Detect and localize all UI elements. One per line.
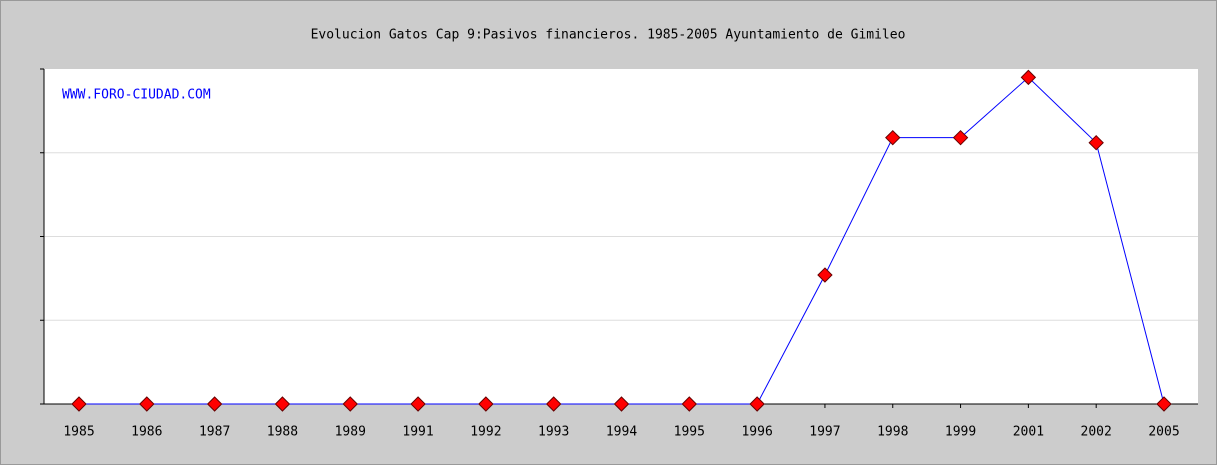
x-tick-label: 1988 — [267, 425, 298, 440]
data-point — [478, 396, 494, 412]
x-tick-label: 1987 — [199, 425, 230, 440]
data-point — [410, 396, 426, 412]
x-tick-label: 1992 — [470, 425, 501, 440]
data-point — [681, 396, 698, 412]
x-tick-label: 1996 — [741, 425, 772, 440]
x-tick-label: 2005 — [1148, 425, 1179, 440]
data-point — [545, 396, 562, 412]
x-tick-label: 2002 — [1081, 425, 1112, 440]
data-point — [274, 396, 291, 412]
chart-title: Evolucion Gatos Cap 9:Pasivos financiero… — [311, 28, 906, 43]
data-point — [817, 267, 833, 283]
x-tick-label: 1991 — [402, 425, 433, 440]
x-tick-label: 1994 — [606, 425, 637, 440]
x-tick-label: 1997 — [809, 425, 840, 440]
watermark: WWW.FORO-CIUDAD.COM — [62, 88, 211, 103]
x-tick-label: 1986 — [131, 425, 162, 440]
data-point — [342, 396, 358, 412]
data-point — [1088, 134, 1104, 151]
x-tick-label: 1985 — [63, 425, 94, 440]
data-point — [139, 396, 155, 412]
data-point — [1020, 69, 1037, 86]
data-point — [613, 396, 630, 412]
x-tick-label: 1999 — [945, 425, 976, 440]
data-point — [71, 396, 87, 412]
x-tick-label: 1989 — [335, 425, 366, 440]
x-tick-label: 1995 — [674, 425, 705, 440]
x-tick-label: 1993 — [538, 425, 569, 440]
x-tick-label: 2001 — [1013, 425, 1044, 440]
data-point — [749, 396, 765, 412]
x-tick-label: 1998 — [877, 425, 908, 440]
data-point — [206, 396, 223, 412]
data-point — [1156, 396, 1172, 412]
data-point — [952, 129, 969, 146]
data-point — [885, 129, 901, 146]
